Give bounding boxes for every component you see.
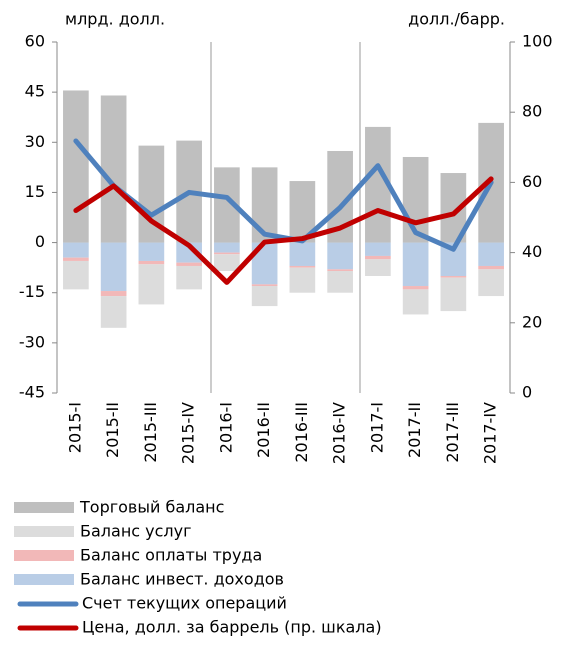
y2-tick-label: 20 xyxy=(522,312,542,331)
bar xyxy=(327,242,353,270)
bar xyxy=(327,269,353,271)
bar xyxy=(478,242,504,266)
legend-label: Баланс инвест. доходов xyxy=(80,570,284,589)
y2-axis-label: долл./барр. xyxy=(408,10,505,29)
bar xyxy=(289,265,316,268)
line xyxy=(73,176,494,285)
legend-label: Баланс услуг xyxy=(80,522,192,541)
x-tick-label: 2015-III xyxy=(141,402,160,463)
bar xyxy=(478,265,504,270)
x-tick-label: 2015-IV xyxy=(179,402,198,464)
bar xyxy=(478,269,504,297)
y-tick-label: 0 xyxy=(35,232,45,251)
y-axis-label: млрд. долл. xyxy=(65,10,165,29)
legend-label: Баланс оплаты труда xyxy=(80,546,262,565)
bar xyxy=(138,264,165,305)
bar xyxy=(365,259,391,276)
x-tick-label: 2016-III xyxy=(292,402,311,463)
bar xyxy=(214,254,240,271)
y2-tick-label: 60 xyxy=(522,172,542,191)
bar xyxy=(176,265,202,290)
legend-swatch xyxy=(14,550,74,561)
bar xyxy=(251,284,278,287)
bar xyxy=(63,242,89,258)
y-tick-label: 45 xyxy=(25,82,45,101)
bar xyxy=(440,276,467,278)
bar xyxy=(251,167,278,243)
bar xyxy=(289,242,316,266)
bar xyxy=(100,296,127,328)
x-tick-label: 2015-I xyxy=(65,402,84,453)
bar xyxy=(138,260,165,265)
bar xyxy=(214,252,240,255)
x-tick-label: 2017-IV xyxy=(481,402,500,464)
bar xyxy=(214,242,240,253)
y-tick-label: -15 xyxy=(19,282,45,301)
y2-tick-label: 80 xyxy=(522,102,542,121)
bar xyxy=(289,267,316,293)
bar xyxy=(100,95,127,243)
y-tick-label: 60 xyxy=(25,32,45,51)
y-tick-label: -45 xyxy=(19,383,45,402)
line xyxy=(73,138,494,252)
y2-tick-label: 40 xyxy=(522,242,542,261)
bar xyxy=(402,289,429,315)
bar xyxy=(440,277,467,312)
y2-tick-label: 100 xyxy=(522,32,553,51)
bar xyxy=(251,286,278,307)
x-tick-label: 2016-II xyxy=(254,402,273,458)
y2-tick-label: 0 xyxy=(522,383,532,402)
bar xyxy=(63,90,89,243)
y-tick-label: 30 xyxy=(25,132,45,151)
bar xyxy=(402,286,429,290)
legend-label: Счет текущих операций xyxy=(82,594,287,613)
bar xyxy=(176,242,202,263)
legend-swatch xyxy=(14,502,74,513)
x-tick-label: 2017-III xyxy=(443,402,462,463)
x-tick-label: 2016-I xyxy=(216,402,235,453)
legend-swatch xyxy=(14,574,74,585)
x-tick-label: 2015-II xyxy=(103,402,122,458)
bar xyxy=(100,291,127,297)
bar xyxy=(402,242,429,287)
legend-label: Торговый баланс xyxy=(79,498,224,517)
y-tick-label: 15 xyxy=(25,182,45,201)
bar xyxy=(63,257,89,261)
x-tick-label: 2017-I xyxy=(367,402,386,453)
bar xyxy=(100,242,127,292)
bar xyxy=(138,242,165,261)
x-tick-label: 2017-II xyxy=(405,402,424,458)
x-tick-label: 2016-IV xyxy=(330,402,349,464)
bar xyxy=(327,270,353,293)
bar xyxy=(365,255,391,260)
bar xyxy=(365,242,391,256)
y-tick-label: -30 xyxy=(19,332,45,351)
bar xyxy=(63,260,89,290)
legend-label: Цена, долл. за баррель (пр. шкала) xyxy=(82,618,382,637)
legend-swatch xyxy=(14,526,74,537)
bar xyxy=(176,262,202,266)
